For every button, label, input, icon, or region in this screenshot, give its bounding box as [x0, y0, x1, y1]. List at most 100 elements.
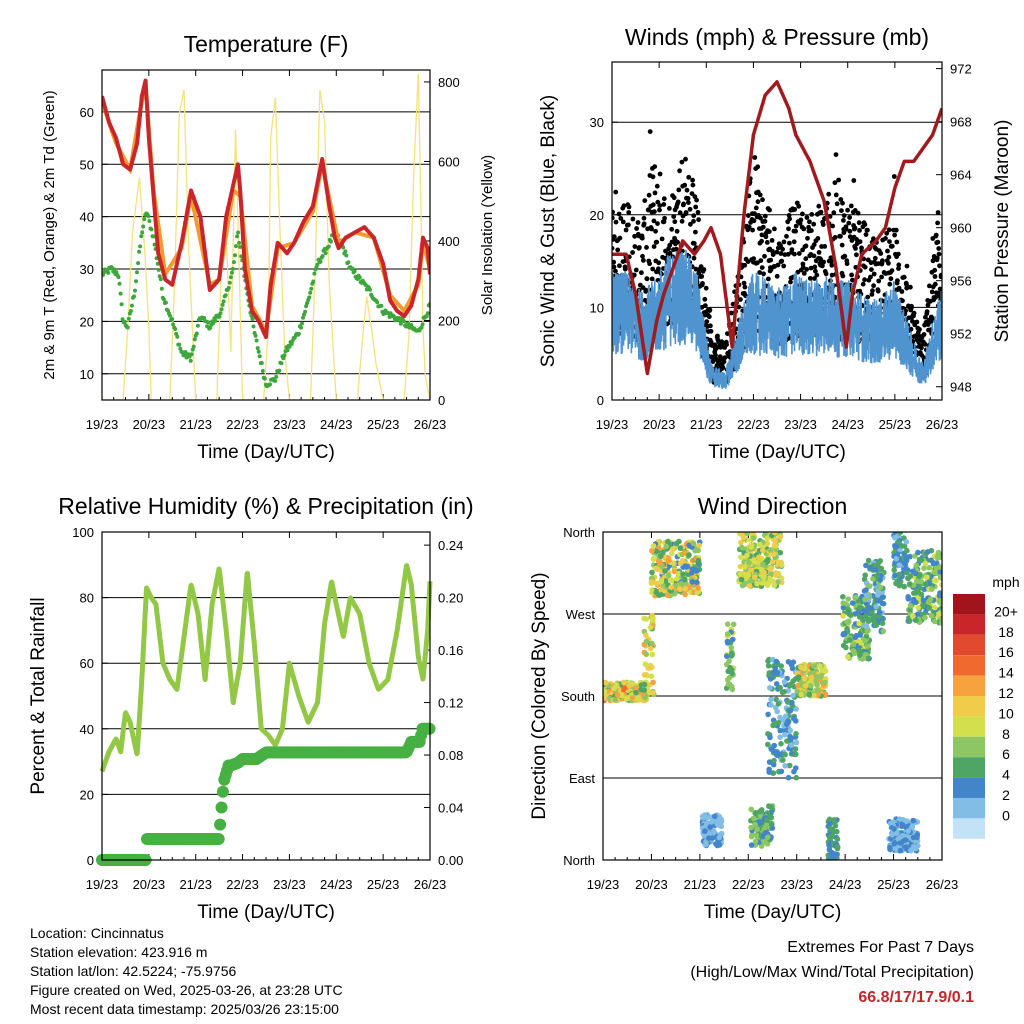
direction-point: [818, 673, 824, 680]
gust-point: [934, 255, 940, 261]
gust-point: [871, 271, 877, 277]
gust-point: [838, 233, 843, 239]
direction-point: [611, 685, 617, 692]
direction-point: [809, 674, 815, 681]
direction-point: [922, 581, 929, 587]
dewpoint-point: [379, 303, 384, 308]
legend-label: 0: [1002, 807, 1010, 823]
winds-xtick-label: 26/23: [926, 417, 959, 432]
gust-point: [789, 247, 795, 253]
extremes-title: Extremes For Past 7 Days: [787, 939, 974, 956]
dewpoint-point: [106, 270, 111, 275]
direction-point: [790, 715, 797, 722]
direction-point: [754, 581, 760, 587]
dewpoint-point: [285, 348, 290, 353]
dewpoint-point: [323, 251, 328, 256]
direction-point: [908, 847, 914, 854]
gust-point: [612, 264, 617, 270]
gust-point: [787, 240, 792, 246]
winds-xtick-label: 25/23: [879, 417, 912, 432]
direction-point: [909, 823, 916, 830]
direction-point: [649, 664, 655, 671]
gust-point: [930, 316, 935, 322]
gust-point: [669, 226, 675, 232]
gust-point: [696, 217, 701, 223]
dewpoint-point: [328, 239, 333, 244]
direction-point: [773, 572, 779, 579]
direction-point: [829, 827, 836, 833]
direction-point: [612, 697, 619, 703]
direction-point: [863, 623, 869, 630]
humidity-panel: Relative Humidity (%) & Precipitation (i…: [28, 493, 474, 923]
gust-point: [803, 256, 809, 262]
direction-point: [877, 584, 883, 591]
legend-swatch: [953, 594, 985, 615]
temperature-xtick-label: 24/23: [320, 417, 353, 432]
gust-point: [871, 283, 876, 289]
gust-point: [634, 226, 639, 231]
gust-point: [657, 207, 662, 213]
direction-xtick-label: 23/23: [780, 877, 813, 892]
dewpoint-point: [157, 274, 162, 279]
gust-point: [762, 213, 768, 219]
direction-point: [927, 596, 934, 603]
direction-ylabel: Direction (Colored By Speed): [529, 572, 550, 819]
dewpoint-point: [357, 275, 362, 280]
direction-point: [844, 606, 851, 612]
gust-point: [847, 228, 853, 234]
direction-point: [936, 598, 942, 604]
gust-point: [679, 159, 685, 165]
direction-point: [773, 658, 780, 665]
gust-point: [857, 228, 862, 233]
temperature-y2tick-label: 600: [438, 154, 460, 169]
dewpoint-point: [136, 261, 141, 266]
dewpoint-point: [279, 361, 284, 366]
direction-point: [771, 757, 777, 764]
gust-point: [840, 273, 846, 279]
gust-point: [904, 285, 910, 291]
direction-point: [936, 611, 942, 617]
humidity-series: [96, 563, 436, 866]
direction-point: [757, 820, 763, 826]
dewpoint-point: [173, 327, 178, 331]
direction-point: [614, 692, 621, 698]
direction-point: [707, 824, 713, 830]
direction-point: [746, 560, 752, 566]
gust-point: [846, 220, 852, 226]
humidity-plot-border: [101, 531, 431, 861]
direction-point: [771, 542, 778, 548]
direction-point: [739, 532, 745, 538]
gust-point: [798, 217, 804, 223]
direction-point: [771, 532, 778, 536]
gust-point: [616, 211, 622, 217]
gust-point: [766, 229, 772, 235]
dewpoint-point: [262, 376, 267, 381]
temperature-xtick-label: 21/23: [179, 417, 212, 432]
direction-point: [782, 731, 788, 738]
humidity-ytick-label: 60: [80, 656, 94, 671]
direction-point: [778, 575, 785, 582]
direction-point: [781, 679, 788, 685]
gust-point: [770, 252, 776, 257]
gust-point: [626, 222, 631, 228]
dewpoint-point: [257, 354, 262, 359]
direction-point: [704, 815, 710, 821]
dewpoint-point: [223, 293, 228, 298]
direction-point: [784, 699, 791, 705]
direction-point: [903, 539, 910, 545]
direction-point: [920, 597, 927, 604]
direction-point: [907, 573, 914, 579]
direction-point: [790, 692, 796, 699]
dewpoint-point: [195, 323, 200, 328]
humidity-xtick-label: 26/23: [414, 877, 447, 892]
gust-point: [804, 215, 810, 220]
gust-point: [862, 222, 868, 228]
dewpoint-point: [138, 244, 143, 249]
direction-point: [845, 596, 851, 602]
direction-point: [851, 650, 858, 657]
dewpoint-point: [146, 214, 151, 219]
gust-point: [750, 227, 755, 233]
direction-point: [668, 577, 675, 583]
dewpoint-point: [254, 338, 259, 343]
